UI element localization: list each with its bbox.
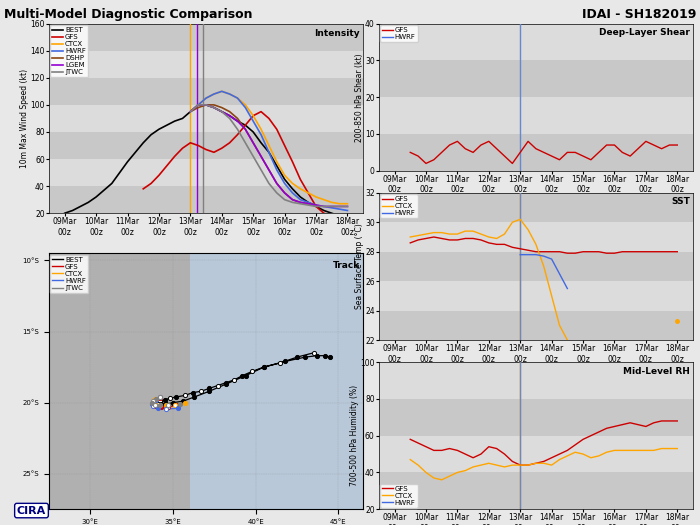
Y-axis label: 700-500 hPa Humidity (%): 700-500 hPa Humidity (%) bbox=[350, 385, 359, 486]
Text: Mid-Level RH: Mid-Level RH bbox=[623, 366, 690, 375]
Legend: GFS, HWRF: GFS, HWRF bbox=[380, 25, 418, 42]
Bar bbox=[49, 24, 363, 51]
Text: Multi-Model Diagnostic Comparison: Multi-Model Diagnostic Comparison bbox=[4, 8, 252, 21]
Text: Deep-Layer Shear: Deep-Layer Shear bbox=[599, 28, 690, 37]
Legend: GFS, CTCX, HWRF: GFS, CTCX, HWRF bbox=[380, 194, 418, 218]
Bar bbox=[379, 222, 693, 251]
Bar bbox=[379, 311, 693, 340]
Legend: BEST, GFS, CTCX, HWRF, JTWC: BEST, GFS, CTCX, HWRF, JTWC bbox=[50, 255, 88, 293]
Text: Intensity: Intensity bbox=[314, 29, 360, 38]
Bar bbox=[379, 281, 693, 311]
Text: IDAI - SH182019: IDAI - SH182019 bbox=[582, 8, 696, 21]
Bar bbox=[49, 253, 190, 509]
Bar bbox=[379, 251, 693, 281]
Bar bbox=[379, 472, 693, 509]
Bar bbox=[379, 362, 693, 399]
Y-axis label: 10m Max Wind Speed (kt): 10m Max Wind Speed (kt) bbox=[20, 69, 29, 168]
Bar bbox=[49, 51, 363, 78]
Bar bbox=[49, 132, 363, 159]
Bar bbox=[379, 193, 693, 222]
Legend: GFS, CTCX, HWRF: GFS, CTCX, HWRF bbox=[380, 484, 418, 508]
Bar bbox=[379, 24, 693, 60]
Bar bbox=[379, 436, 693, 473]
Y-axis label: 200-850 hPa Shear (kt): 200-850 hPa Shear (kt) bbox=[354, 53, 363, 142]
Bar bbox=[49, 105, 363, 132]
Bar bbox=[49, 78, 363, 105]
Bar bbox=[379, 399, 693, 436]
Bar bbox=[379, 134, 693, 171]
Bar bbox=[49, 159, 363, 186]
Text: SST: SST bbox=[671, 197, 690, 206]
Bar bbox=[379, 60, 693, 97]
Legend: BEST, GFS, CTCX, HWRF, DSHP, LGEM, JTWC: BEST, GFS, CTCX, HWRF, DSHP, LGEM, JTWC bbox=[50, 25, 88, 77]
Y-axis label: Sea Surface Temp (°C): Sea Surface Temp (°C) bbox=[354, 224, 363, 309]
Bar bbox=[379, 97, 693, 134]
Text: CIRA: CIRA bbox=[17, 506, 46, 516]
Text: Track: Track bbox=[332, 261, 360, 270]
Bar bbox=[49, 186, 363, 213]
